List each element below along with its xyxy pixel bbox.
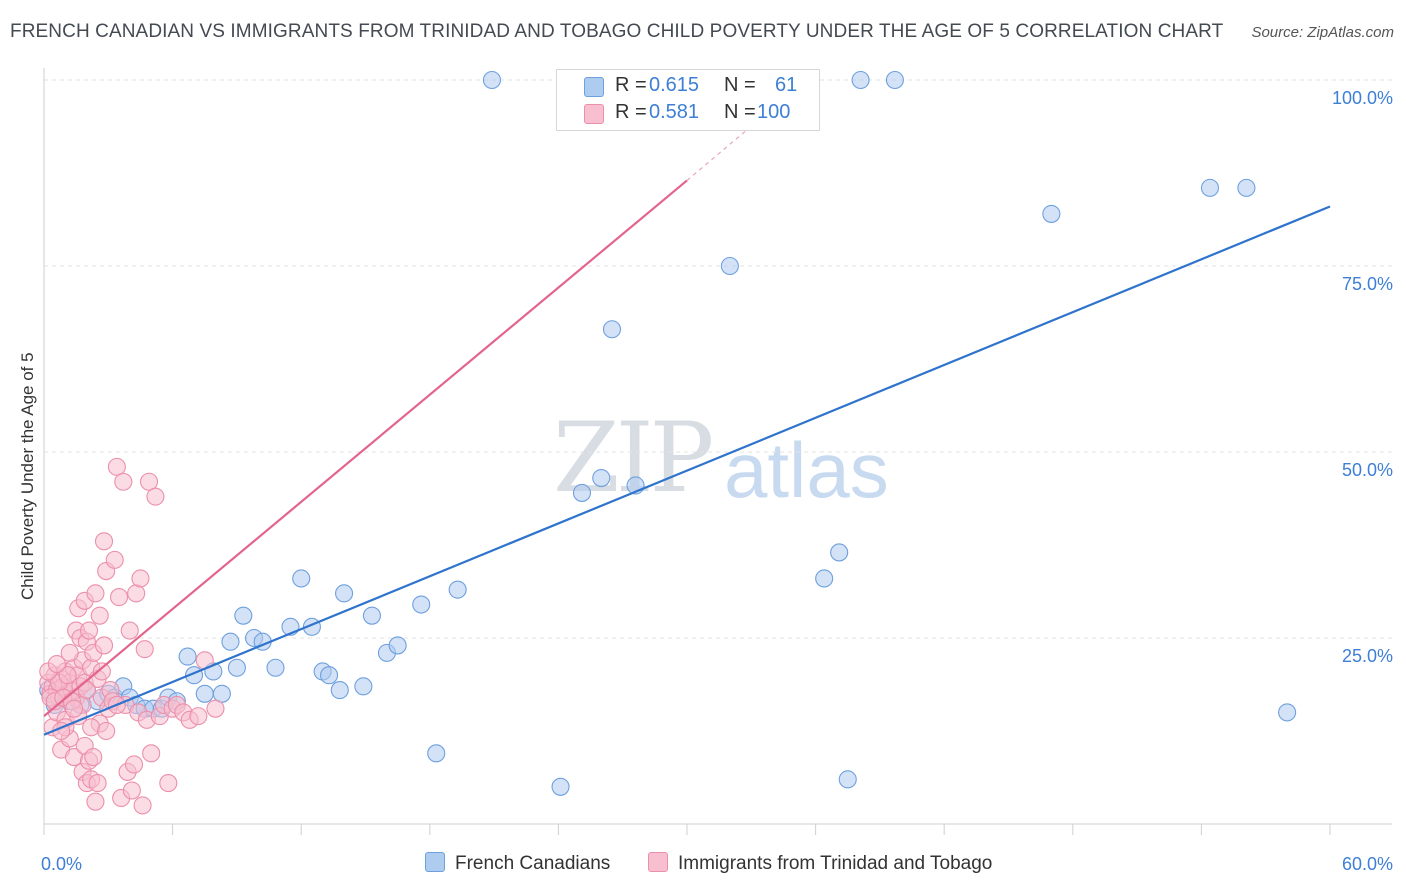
point-trinidad-tobago [94,532,114,551]
point-french-canadians [1237,178,1256,197]
point-trinidad-tobago [131,569,150,588]
point-trinidad-tobago [139,472,159,491]
point-french-canadians [330,681,349,700]
x-tick-label-min: 0.0% [41,854,82,874]
point-french-canadians [178,647,197,666]
point-french-canadians [1278,703,1297,722]
legend-n-value: 100 [757,101,791,123]
y-tick-label-75: 75.0% [1342,274,1393,294]
bottom-legend-swatch-pink [648,852,668,872]
bottom-legend-trinidad-tobago: Immigrants from Trinidad and Tobago [648,852,992,875]
y-tick-label-25: 25.0% [1342,646,1393,666]
point-trinidad-tobago [84,747,103,767]
point-french-canadians [482,70,502,90]
series-trinidad-tobago [39,70,699,815]
point-french-canadians [815,569,834,588]
point-french-canadians [602,320,622,339]
chart-title: FRENCH CANADIAN VS IMMIGRANTS FROM TRINI… [10,21,1224,42]
trend-line-french-canadians [43,205,1331,736]
point-trinidad-tobago [105,550,124,569]
point-trinidad-tobago [109,588,129,607]
bottom-legend-label: French Canadians [455,853,611,874]
legend-n-label: N = [724,101,756,123]
grid-lines [44,79,1392,639]
source-label: Source: ZipAtlas.com [1251,24,1394,41]
legend-n-label: N = [724,74,756,96]
correlation-legend: R = 0.615 N = 61 R = 0.581 N = 100 [556,69,820,131]
bottom-legend-swatch-blue [425,852,445,872]
point-trinidad-tobago [64,699,84,718]
point-french-canadians [335,584,354,603]
point-trinidad-tobago [82,718,101,737]
point-french-canadians [551,777,570,796]
point-french-canadians [354,677,373,696]
point-trinidad-tobago [114,472,133,491]
y-tick-label-50: 50.0% [1342,460,1393,480]
point-trinidad-tobago [79,621,99,640]
point-french-canadians [851,70,870,90]
point-trinidad-tobago [107,457,126,476]
point-trinidad-tobago [90,606,109,625]
point-trinidad-tobago [133,796,152,815]
point-french-canadians [572,483,592,502]
point-trinidad-tobago [206,699,225,718]
point-trinidad-tobago [88,774,107,793]
series-french-canadians [39,70,1297,796]
point-french-canadians [212,684,231,703]
legend-r-value: 0.581 [649,101,700,123]
point-trinidad-tobago [47,654,66,674]
point-trinidad-tobago [127,584,146,603]
legend-r-label: R = [615,101,647,123]
trend-line-trinidad-tobago [43,179,688,717]
point-french-canadians [838,770,857,789]
point-trinidad-tobago [58,666,77,685]
watermark-atlas: atlas [724,426,889,514]
point-french-canadians [720,256,739,276]
bottom-legend-label: Immigrants from Trinidad and Tobago [678,853,993,874]
point-trinidad-tobago [94,636,114,655]
y-axis-label: Child Poverty Under the Age of 5 [18,352,37,600]
point-french-canadians [362,606,381,625]
legend-n-value: 61 [775,74,798,96]
bottom-legend-french-canadians: French Canadians [425,852,610,875]
point-trinidad-tobago [60,643,79,662]
point-french-canadians [830,543,849,562]
point-french-canadians [448,580,467,599]
point-trinidad-tobago [86,792,105,811]
point-trinidad-tobago [159,774,178,793]
x-tick-label-max: 60.0% [1342,854,1393,874]
point-trinidad-tobago [135,640,154,659]
point-french-canadians [412,595,431,614]
y-tick-label-100: 100.0% [1332,88,1393,108]
point-trinidad-tobago [92,662,111,681]
point-french-canadians [195,684,214,703]
point-trinidad-tobago [189,707,208,726]
point-french-canadians [320,666,339,685]
point-trinidad-tobago [120,621,139,640]
point-french-canadians [1200,178,1220,197]
legend-swatch-pink [584,104,604,124]
point-trinidad-tobago [142,744,161,763]
point-trinidad-tobago [86,584,105,603]
point-french-canadians [221,632,240,651]
point-french-canadians [234,606,253,625]
point-french-canadians [885,70,904,90]
point-french-canadians [292,569,311,588]
tick-labels: 25.0% 50.0% 75.0% 100.0% 0.0% 60.0% [41,88,1393,874]
point-french-canadians [388,636,407,655]
legend-r-value: 0.615 [649,74,700,96]
point-french-canadians [592,468,611,488]
legend-r-label: R = [615,74,647,96]
point-trinidad-tobago [146,487,165,506]
point-french-canadians [266,658,285,677]
point-french-canadians [227,658,246,677]
point-trinidad-tobago [97,721,116,741]
point-french-canadians [427,744,446,763]
point-french-canadians [1042,204,1061,223]
point-trinidad-tobago [124,755,144,774]
point-trinidad-tobago [122,781,141,800]
legend-swatch-blue [584,77,604,97]
